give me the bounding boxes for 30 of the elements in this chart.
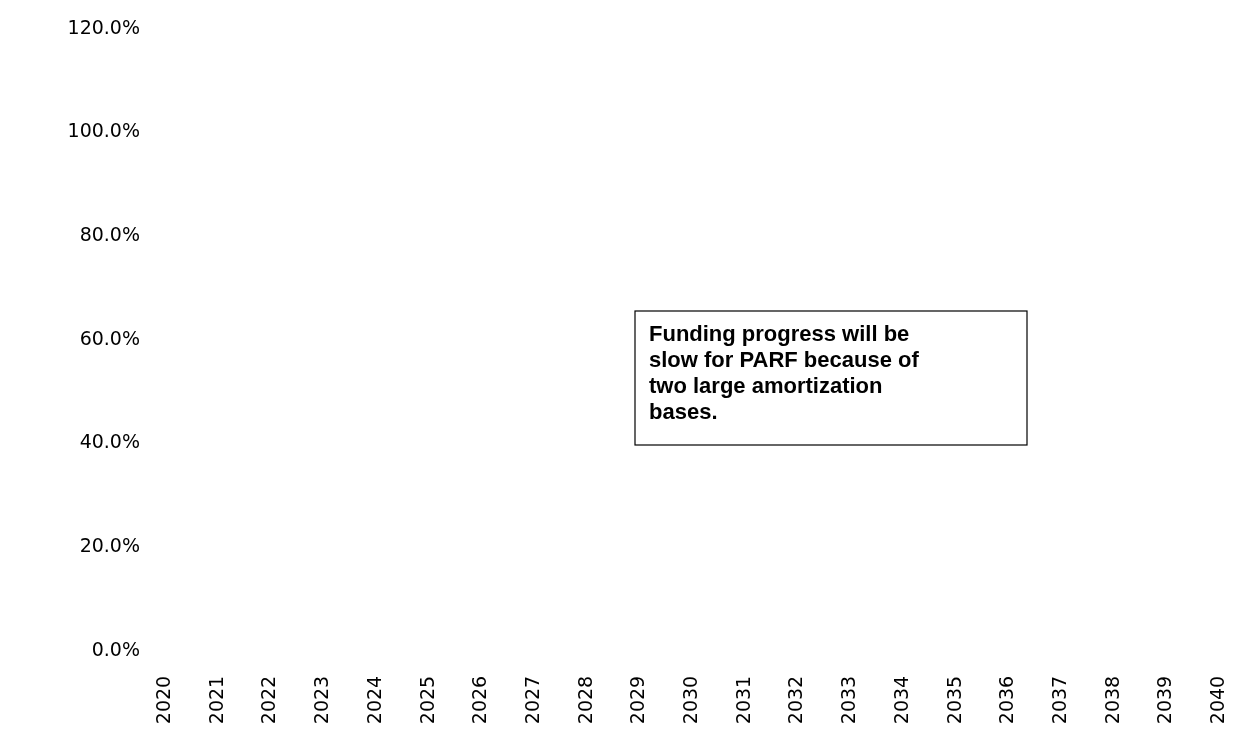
- x-tick-label: 2025: [415, 675, 438, 725]
- y-tick-label: 100.0%: [67, 119, 140, 142]
- y-tick-label: 80.0%: [79, 222, 140, 245]
- y-tick-label: 120.0%: [67, 15, 140, 38]
- x-tick-label: 2037: [1047, 675, 1070, 725]
- x-tick-label: 2028: [573, 675, 596, 725]
- x-tick-label: 2035: [942, 675, 965, 725]
- x-tick-label: 2038: [1100, 675, 1123, 725]
- x-tick-label: 2033: [837, 675, 860, 725]
- y-tick-label: 40.0%: [79, 430, 140, 453]
- x-tick-label: 2036: [995, 675, 1018, 725]
- x-tick-label: 2032: [784, 675, 807, 725]
- x-tick-label: 2022: [257, 675, 280, 725]
- annotation: Funding progress will be slow for PARF because of two large amortization bases.: [649, 321, 920, 424]
- x-tick-label: 2024: [362, 675, 385, 725]
- x-tick-label: 2040: [1206, 675, 1228, 725]
- note-box: Funding progress will be slow for PARF because of two large amortization bases.: [634, 310, 1028, 446]
- x-tick-label: 2034: [889, 675, 912, 725]
- x-tick-label: 2020: [152, 675, 174, 725]
- x-tick-label: 2023: [310, 675, 333, 725]
- y-tick-label: 0.0%: [91, 637, 140, 660]
- x-tick-label: 2031: [731, 675, 754, 725]
- y-tick-label: 60.0%: [79, 326, 140, 349]
- x-tick-label: 2039: [1153, 675, 1176, 725]
- x-tick-label: 2029: [626, 675, 649, 725]
- y-tick-label: 20.0%: [79, 533, 140, 556]
- x-tick-label: 2021: [204, 675, 227, 725]
- x-tick-label: 2030: [679, 675, 701, 725]
- x-tick-label: 2026: [468, 675, 491, 725]
- x-tick-label: 2027: [520, 675, 543, 725]
